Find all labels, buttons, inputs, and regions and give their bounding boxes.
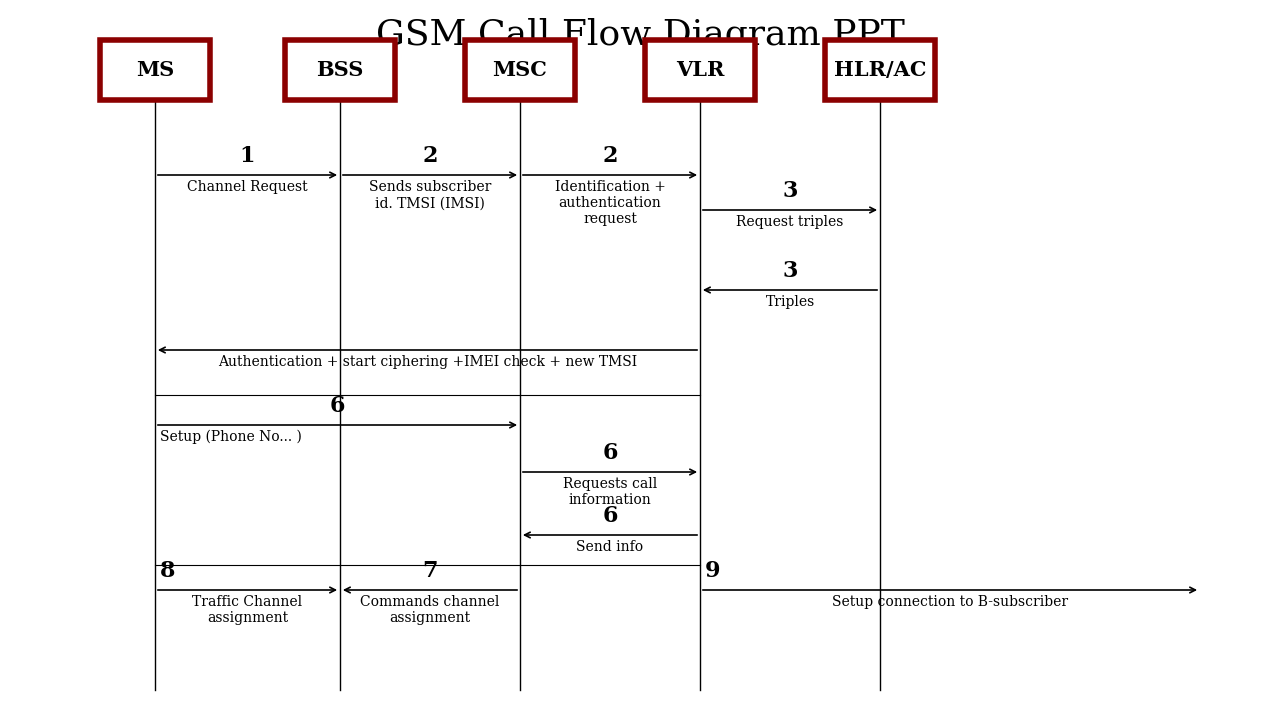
Text: 6: 6 [330,395,346,417]
Text: Channel Request: Channel Request [187,180,307,194]
Text: MS: MS [136,60,174,80]
Text: Setup (Phone No... ): Setup (Phone No... ) [160,430,302,444]
Bar [826,40,934,100]
Text: Identification +
authentication
request: Identification + authentication request [554,180,666,226]
Text: Request triples: Request triples [736,215,844,229]
Text: 6: 6 [603,505,618,527]
Text: Traffic Channel
assignment: Traffic Channel assignment [192,595,302,625]
Text: Setup connection to B-subscriber: Setup connection to B-subscriber [832,595,1068,609]
Text: Triples: Triples [765,295,814,309]
Text: 7: 7 [422,560,438,582]
Text: Sends subscriber
id. TMSI (IMSI): Sends subscriber id. TMSI (IMSI) [369,180,492,210]
Text: MSC: MSC [493,60,548,80]
Text: Send info: Send info [576,540,644,554]
Bar [100,40,210,100]
Bar [465,40,575,100]
Text: Commands channel
assignment: Commands channel assignment [360,595,499,625]
Text: GSM Call Flow Diagram PPT: GSM Call Flow Diagram PPT [375,18,905,53]
Bar [285,40,396,100]
Text: 6: 6 [603,442,618,464]
Text: 8: 8 [160,560,175,582]
Text: 1: 1 [239,145,255,167]
Text: 9: 9 [705,560,721,582]
Text: HLR/AC: HLR/AC [833,60,927,80]
Text: VLR: VLR [676,60,724,80]
Text: 2: 2 [422,145,438,167]
Bar [645,40,755,100]
Text: Requests call
information: Requests call information [563,477,657,507]
Text: BSS: BSS [316,60,364,80]
Text: 3: 3 [782,180,797,202]
Text: 2: 2 [603,145,618,167]
Text: 3: 3 [782,260,797,282]
Text: Authentication + start ciphering +IMEI check + new TMSI: Authentication + start ciphering +IMEI c… [218,355,637,369]
